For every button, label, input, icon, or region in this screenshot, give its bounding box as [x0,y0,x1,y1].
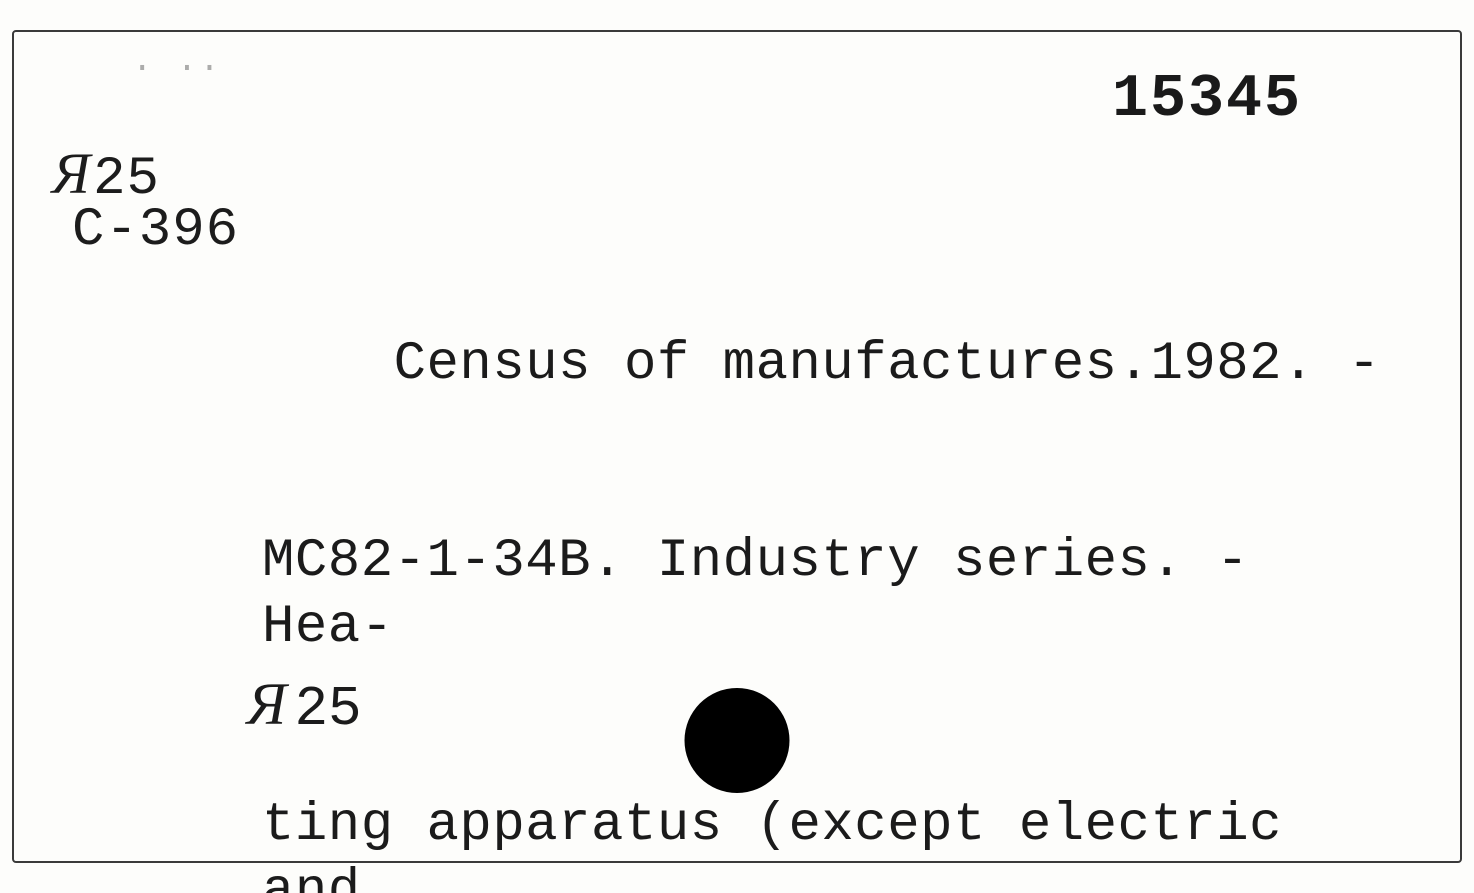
body-line-3: ting apparatus (except electric and [262,793,1412,893]
accession-number: 15345 [1112,66,1302,134]
cyrillic-ya-prefix: Я [52,141,91,206]
secondary-call-25: 25 [294,677,361,741]
card-content: · ·· 15345 Я25 C-396 Census of manufactu… [12,30,1462,863]
body-line-2: MC82-1-34B. Industry series. - Hea- [262,529,1412,661]
scan-smudge: · ·· [132,50,222,88]
index-card: · ·· 15345 Я25 C-396 Census of manufactu… [0,0,1474,893]
secondary-call-number: Я25 [247,670,362,741]
catalog-body: Census of manufactures.1982. - MC82-1-34… [262,200,1412,893]
cyrillic-ya-prefix-2: Я [247,671,286,737]
body-line-1: Census of manufactures.1982. - [262,332,1412,398]
punch-hole-icon [685,688,790,793]
call-number-line2: C-396 [72,200,239,261]
